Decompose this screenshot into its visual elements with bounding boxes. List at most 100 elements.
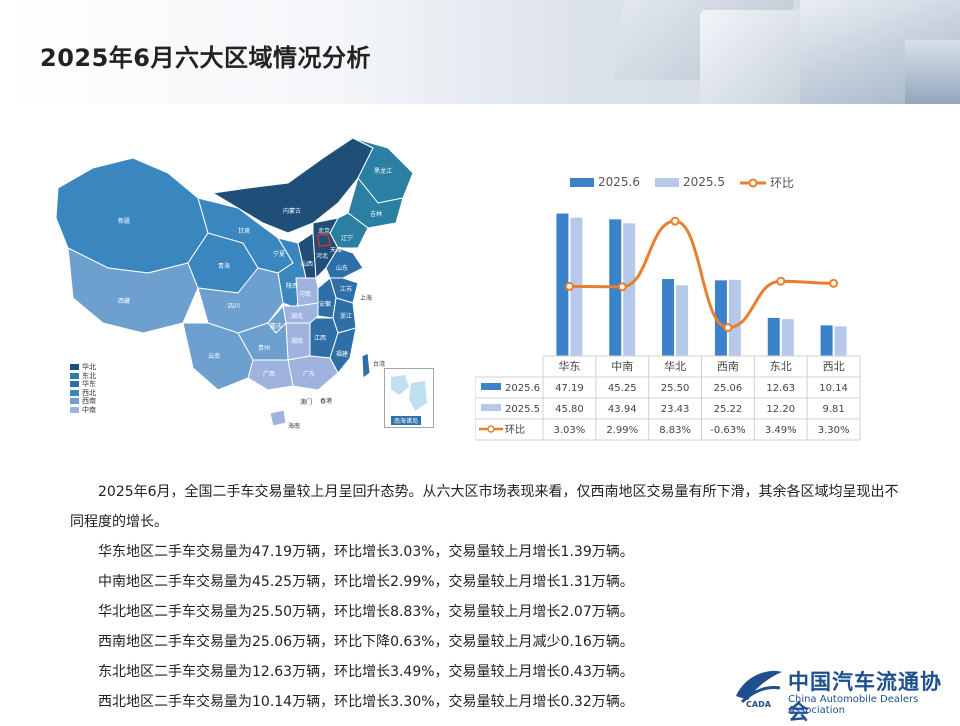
map-label: 新疆 (118, 217, 130, 225)
map-label: 澳门 (300, 398, 312, 406)
map-label: 贵州 (258, 344, 270, 352)
header-banner (0, 0, 960, 104)
map-label: 广东 (303, 370, 315, 378)
table-row-label: 环比 (505, 424, 525, 436)
category-label: 西南 (717, 360, 739, 373)
map-legend: 华北 东北 华东 西北 西南 中南 (70, 363, 96, 414)
map-label: 内蒙古 (283, 207, 301, 215)
line-point (564, 281, 574, 291)
legend-swatch (70, 406, 79, 413)
region-line: 东北地区二手车交易量为12.63万辆，环比增长3.49%，交易量较上月增长0.4… (98, 664, 634, 680)
table-cell: 3.30% (818, 425, 850, 436)
table-cell: 12.63 (766, 383, 795, 394)
table-cell: 45.80 (555, 404, 584, 415)
table-row-label: 2025.5 (505, 404, 540, 415)
line-point (670, 216, 680, 226)
bar-2025-5 (728, 279, 741, 356)
table-cell: 47.19 (555, 383, 584, 394)
map-label: 辽宁 (341, 234, 353, 242)
map-region-taiwan (361, 352, 371, 379)
map-svg: 黑龙江 吉林 辽宁 内蒙古 新疆 西藏 青海 甘肃 宁夏 陕西 山西 河北 北京… (55, 137, 414, 430)
table-cell: 8.83% (659, 425, 691, 436)
legend-swatch (70, 389, 79, 396)
map-label: 西藏 (118, 297, 130, 305)
legend-item: 东北 (70, 372, 96, 381)
legend-label: 环比 (770, 176, 794, 190)
bar-2025-6 (662, 279, 675, 356)
map-label: 台湾 (373, 360, 385, 368)
table-cell: 25.06 (714, 383, 743, 394)
map-label: 广西 (263, 370, 275, 378)
bar-2025-6 (767, 317, 780, 356)
map-label: 河北 (316, 252, 328, 260)
map-label: 浙江 (340, 312, 352, 320)
legend-item: 华北 (70, 363, 96, 372)
map-label: 江西 (314, 335, 326, 342)
map-label: 天津 (330, 247, 342, 254)
map-label: 云南 (208, 352, 220, 360)
category-label: 华东 (558, 359, 580, 373)
table-legend-swatch (481, 404, 501, 411)
inset-label: 南海诸岛 (391, 416, 422, 425)
map-label: 湖南 (291, 337, 303, 345)
map-label: 黑龙江 (374, 167, 392, 175)
bar-2025-5 (781, 319, 794, 356)
south-china-sea-inset: 南海诸岛 (384, 368, 434, 428)
legend-swatch (70, 372, 79, 379)
map-region-beijing (317, 234, 331, 247)
table-cell: 25.50 (661, 383, 690, 394)
line-point (829, 278, 839, 288)
map-label: 山西 (301, 260, 313, 268)
legend-item: 西南 (70, 397, 96, 406)
cada-logo: CADA 中国汽车流通协会 China Automobile Dealers A… (730, 662, 955, 724)
legend-label: 2025.6 (598, 175, 640, 189)
table-cell: 25.22 (714, 404, 743, 415)
map-label: 河南 (299, 290, 311, 298)
table-cell: 9.81 (822, 404, 844, 415)
map-label: 吉林 (370, 210, 382, 218)
region-line: 西南地区二手车交易量为25.06万辆，环比下降0.63%，交易量较上月减少0.1… (98, 634, 634, 650)
line-point (776, 276, 786, 286)
table-cell: 3.49% (765, 425, 797, 436)
legend-label: 西北 (82, 388, 96, 397)
bar-2025-5 (676, 285, 689, 356)
map-label: 海南 (288, 422, 300, 430)
legend-label: 2025.5 (683, 175, 725, 189)
page-title: 2025年6月六大区域情况分析 (40, 44, 371, 72)
table-cell: -0.63% (710, 425, 745, 436)
analysis-text: 2025年6月，全国二手车交易量较上月呈回升态势。从六大区市场表现来看，仅西南地… (70, 477, 910, 717)
table-cell: 45.25 (608, 383, 637, 394)
legend-marker (748, 178, 758, 188)
legend-label: 华北 (82, 363, 96, 372)
table-row-label: 2025.6 (505, 383, 540, 394)
map-region-tibet (67, 247, 199, 334)
legend-label: 华东 (82, 380, 96, 389)
table-legend-swatch (481, 383, 501, 390)
intro-paragraph: 2025年6月，全国二手车交易量较上月呈回升态势。从六大区市场表现来看，仅西南地… (70, 484, 899, 530)
map-label: 香港 (320, 397, 332, 405)
region-line: 西北地区二手车交易量为10.14万辆，环比增长3.30%，交易量较上月增长0.3… (98, 694, 634, 710)
legend-label: 西南 (82, 397, 96, 406)
category-label: 中南 (611, 360, 633, 373)
line-huanbi (569, 219, 834, 330)
map-label: 安徽 (319, 300, 331, 308)
bar-2025-6 (556, 213, 569, 356)
bar-2025-5 (623, 223, 636, 356)
legend-swatch (70, 364, 79, 371)
map-region-yunnan (182, 322, 254, 391)
cada-logo-icon: CADA (736, 670, 782, 708)
legend-swatch (70, 398, 79, 405)
legend-item: 西北 (70, 389, 96, 398)
inset-svg (391, 375, 427, 411)
legend-item: 中南 (70, 406, 96, 415)
legend-label: 东北 (82, 371, 96, 380)
category-label: 西北 (823, 360, 845, 373)
region-bar-line-chart: 2025.6 2025.5 环比 华东 中南 华北 西南 东北 西北 2025.6 47.19 45.… (474, 168, 865, 443)
map-label: 上海 (360, 294, 372, 302)
legend-label: 中南 (82, 405, 96, 414)
legend-swatch (570, 178, 594, 187)
logo-mark-text: CADA (746, 700, 772, 708)
region-line: 华北地区二手车交易量为25.50万辆，环比增长8.83%，交易量较上月增长2.0… (98, 604, 634, 620)
table-cell: 10.14 (819, 383, 848, 394)
